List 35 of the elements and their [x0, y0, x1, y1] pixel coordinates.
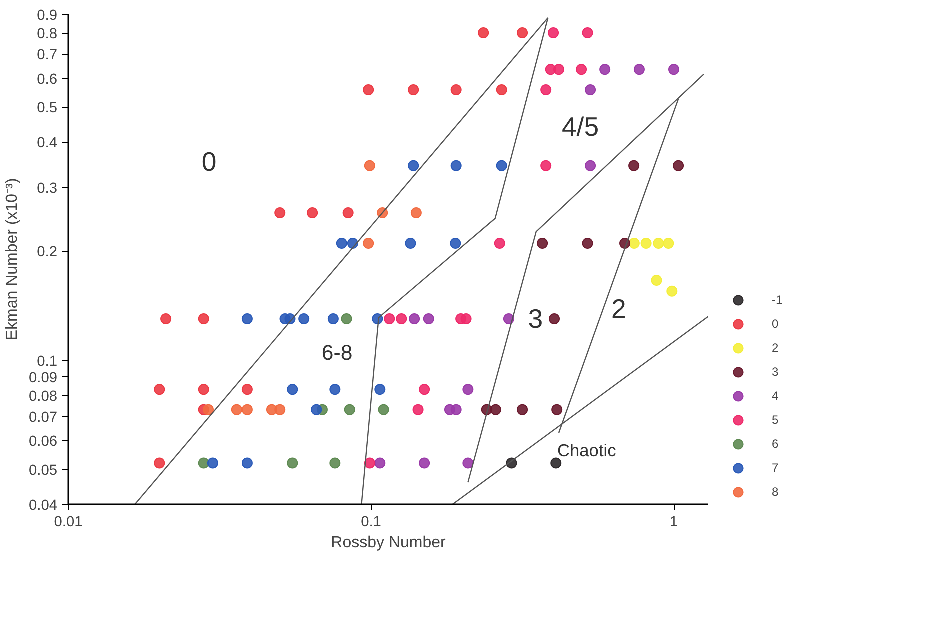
legend-label: 8 — [772, 485, 780, 499]
y-tick-label: 0.07 — [28, 410, 58, 426]
x-tick-label: 0.01 — [54, 514, 83, 530]
y-tick-label: 0.6 — [37, 72, 58, 88]
legend-label: 5 — [772, 413, 780, 427]
legend-label: 2 — [772, 341, 780, 355]
legend-label: 4 — [772, 389, 780, 403]
y-tick-label: 0.9 — [37, 8, 58, 24]
legend-label: -1 — [772, 293, 784, 307]
annotation: 3 — [528, 304, 544, 334]
y-tick-label: 0.04 — [28, 498, 58, 514]
x-axis-title: Rossby Number — [331, 534, 447, 552]
y-tick-label: 0.1 — [37, 354, 58, 370]
x-tick-label: 0.1 — [361, 514, 382, 530]
y-tick-label: 0.06 — [28, 434, 58, 450]
y-tick-label: 0.2 — [37, 244, 58, 261]
x-tick-label: 1 — [670, 514, 678, 530]
y-tick-label: 0.3 — [37, 180, 58, 197]
annotation: 6-8 — [322, 341, 353, 366]
y-tick-label: 0.4 — [37, 136, 58, 152]
y-tick-label: 0.09 — [28, 370, 58, 386]
legend-label: 7 — [772, 461, 780, 475]
y-axis-title: Ekman Number (x10⁻³) — [4, 178, 21, 341]
annotation: 2 — [611, 294, 626, 324]
y-tick-label: 0.08 — [28, 388, 58, 405]
annotation: Chaotic — [558, 440, 617, 461]
legend-label: 3 — [772, 365, 780, 379]
legend-label: 6 — [772, 437, 780, 451]
y-tick-label: 0.05 — [28, 462, 58, 479]
annotation: 4/5 — [562, 112, 600, 142]
y-tick-label: 0.7 — [37, 48, 58, 64]
legend-label: 0 — [772, 317, 780, 331]
y-tick-label: 0.8 — [37, 26, 58, 43]
y-tick-label: 0.5 — [37, 100, 58, 117]
annotation: 0 — [202, 147, 217, 177]
